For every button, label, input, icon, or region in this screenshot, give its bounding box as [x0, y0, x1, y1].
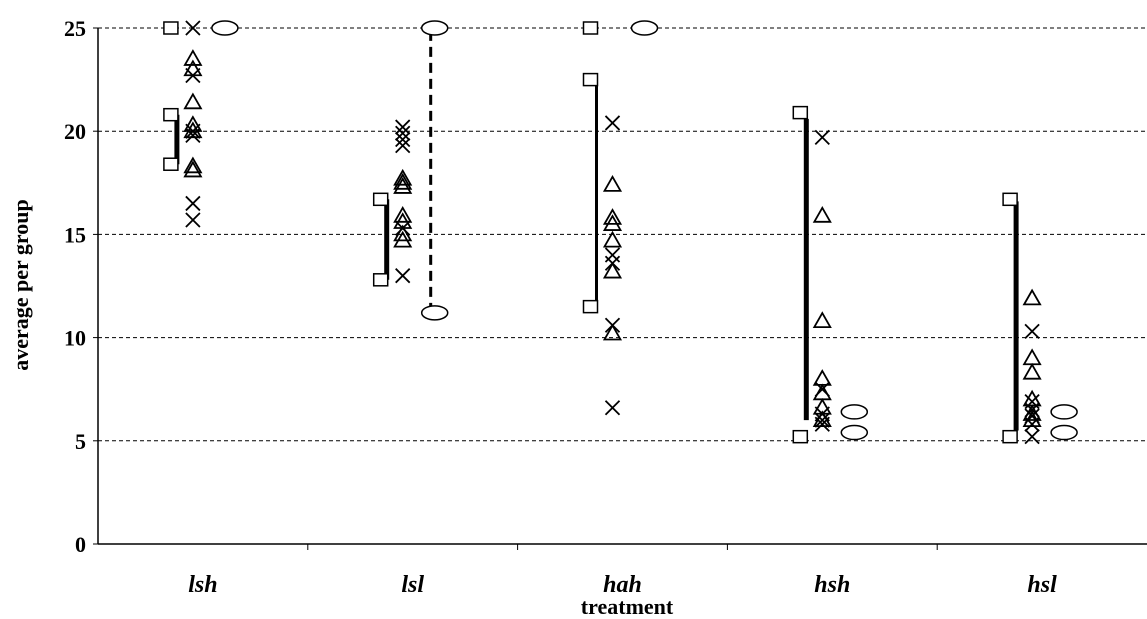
triangle-marker: [393, 172, 413, 190]
cross-marker: [185, 195, 201, 212]
y-tick-label: 25: [64, 16, 86, 41]
cross-marker: [185, 127, 201, 143]
square-marker: [163, 21, 179, 35]
ellipse-marker: [1050, 424, 1078, 441]
square-marker: [582, 72, 599, 87]
cross-marker: [604, 400, 621, 416]
square-marker: [372, 273, 389, 287]
cross-marker: [814, 412, 830, 428]
y-tick-label: 10: [64, 326, 86, 351]
triangle-marker: [602, 323, 623, 341]
cross-marker: [814, 381, 830, 397]
square-marker: [163, 157, 179, 171]
triangle-marker: [812, 311, 832, 328]
triangle-marker: [183, 156, 203, 174]
cross-marker: [395, 138, 411, 154]
cross-marker: [395, 268, 411, 284]
triangle-marker: [812, 206, 832, 223]
gridlines: [98, 27, 1147, 442]
cross-marker: [395, 119, 411, 135]
y-tick-label: 20: [64, 119, 86, 144]
triangle-marker: [393, 206, 413, 223]
cross-marker: [1024, 323, 1040, 340]
cross-marker: [395, 220, 411, 236]
cross-marker: [814, 416, 830, 432]
cross-marker: [395, 125, 411, 141]
x-axis-label: treatment: [581, 594, 674, 619]
y-tick-label: 5: [75, 429, 86, 454]
triangle-marker: [602, 214, 623, 231]
x-tick-label-hsl: hsl: [1027, 572, 1057, 598]
ellipse-marker: [1050, 404, 1078, 420]
ellipse-marker: [630, 20, 659, 36]
triangle-marker: [602, 261, 623, 279]
square-marker: [372, 192, 389, 207]
square-marker: [1002, 192, 1018, 207]
cross-marker: [1024, 429, 1040, 445]
cross-marker: [604, 115, 621, 131]
ellipse-marker: [840, 404, 869, 420]
square-marker: [163, 107, 179, 122]
triangle-marker: [393, 177, 413, 194]
x-tick-label-hah: hah: [603, 572, 642, 598]
y-axis-label: average per group: [8, 199, 33, 371]
triangle-marker: [602, 208, 623, 225]
y-tick-label: 0: [75, 532, 86, 557]
triangle-marker: [812, 383, 832, 401]
square-marker: [792, 105, 809, 120]
triangle-marker: [183, 49, 203, 66]
square-marker: [582, 299, 599, 314]
range-bars: [174, 28, 1019, 431]
tick-labels: 0 5 10 15 20 25 lsh lsl hah hsh hsl: [64, 16, 1057, 598]
triangle-marker: [183, 160, 203, 178]
ellipse-marker: [420, 20, 449, 36]
triangle-marker: [1022, 362, 1042, 380]
cross-marker: [185, 67, 201, 84]
ellipse-marker: [420, 305, 449, 321]
square-marker: [582, 21, 599, 35]
x-tick-label-lsh: lsh: [188, 572, 217, 598]
triangle-marker: [1022, 348, 1042, 366]
triangle-marker: [602, 230, 623, 248]
cross-marker: [1024, 402, 1040, 418]
cross-marker: [1024, 416, 1040, 432]
ellipse-marker: [840, 424, 869, 441]
triangle-marker: [183, 92, 203, 110]
cross-marker: [185, 212, 201, 228]
x-tick-label-lsl: lsl: [401, 572, 424, 598]
triangle-marker: [602, 175, 623, 192]
x-tick-label-hsh: hsh: [814, 572, 850, 598]
triangle-marker: [1022, 288, 1042, 306]
cross-marker: [604, 255, 621, 271]
cross-marker: [185, 20, 201, 36]
cross-marker: [604, 247, 621, 263]
data-points: [163, 20, 1078, 445]
triangle-marker: [183, 59, 203, 77]
cross-marker: [395, 131, 411, 148]
y-tick-label: 15: [64, 222, 86, 247]
cross-marker: [604, 317, 621, 333]
ellipse-marker: [211, 20, 239, 36]
axes: [93, 27, 1147, 550]
cross-marker: [185, 123, 201, 139]
triangle-marker: [393, 168, 413, 186]
triangle-marker: [393, 230, 413, 248]
cross-marker: [814, 129, 830, 146]
square-marker: [1002, 429, 1018, 444]
square-marker: [792, 429, 809, 444]
